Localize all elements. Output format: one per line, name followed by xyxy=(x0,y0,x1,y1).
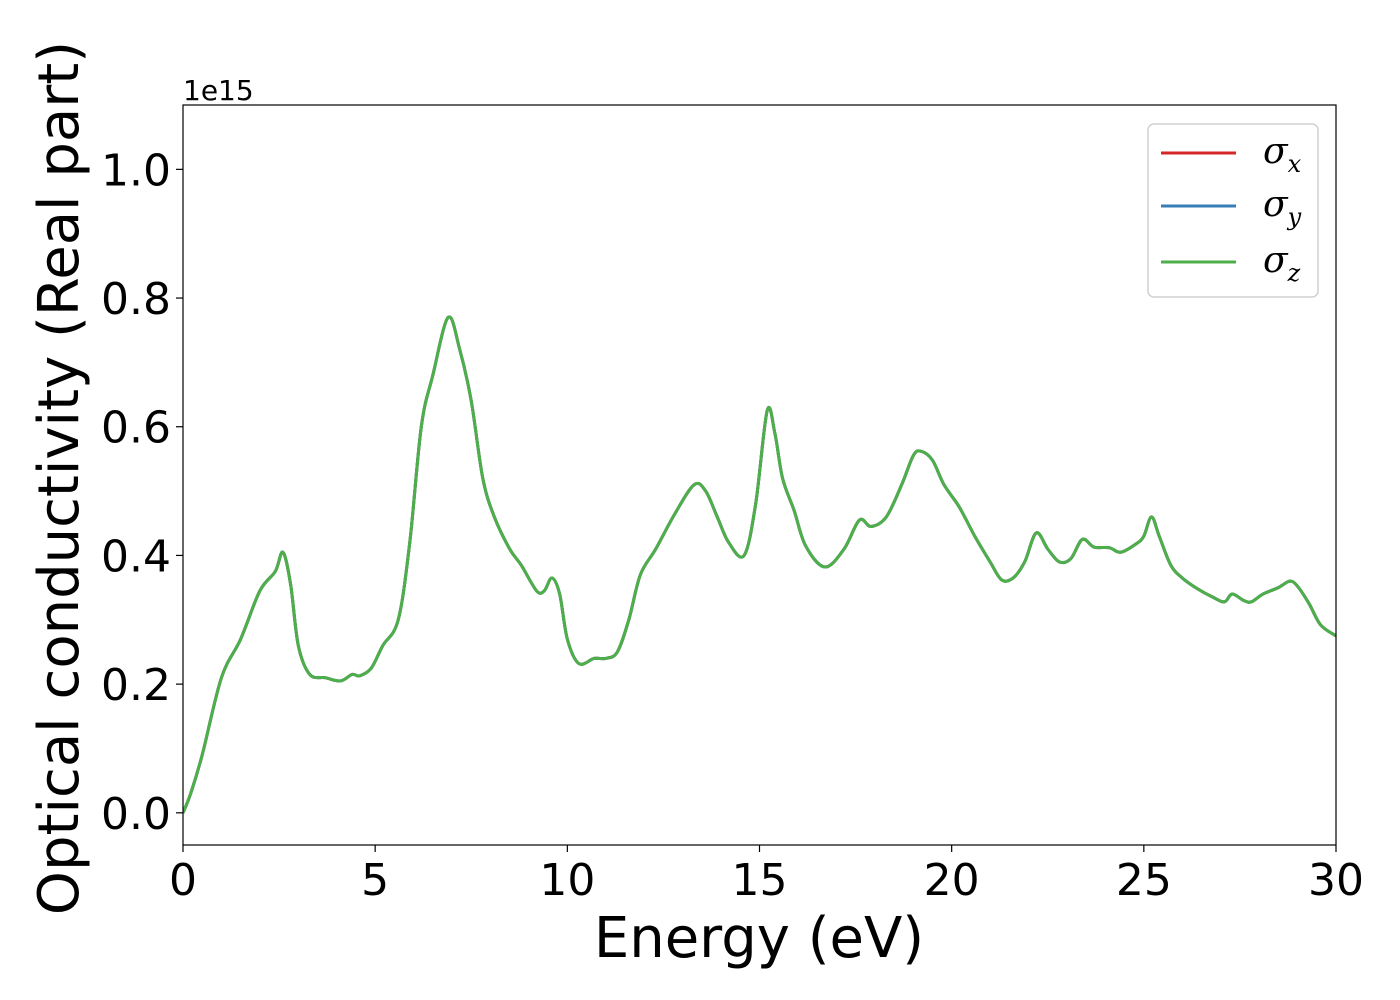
y-tick-label: 0.4 xyxy=(101,531,171,582)
x-tick-label: 25 xyxy=(1116,855,1172,906)
y-axis-title: Optical conductivity (Real part) xyxy=(27,41,92,915)
y-tick-label: 0.2 xyxy=(101,660,171,711)
legend: σx σy σz xyxy=(1147,123,1319,298)
legend-label-x: σx xyxy=(1263,131,1302,178)
x-axis-title: Energy (eV) xyxy=(594,906,924,971)
legend-label-z: σz xyxy=(1263,240,1301,287)
series-line-z xyxy=(183,315,1336,814)
x-axis-ticks: 0 5 10 15 20 25 30 xyxy=(169,845,1364,906)
x-tick-label: 30 xyxy=(1308,855,1364,906)
x-tick-label: 0 xyxy=(169,855,197,906)
y-offset-label: 1e15 xyxy=(183,74,254,107)
series-layer xyxy=(183,315,1336,814)
y-tick-label: 0.6 xyxy=(101,403,171,454)
x-tick-label: 5 xyxy=(361,855,389,906)
y-tick-label: 0.8 xyxy=(101,274,171,325)
legend-frame xyxy=(1147,123,1319,298)
x-tick-label: 20 xyxy=(924,855,980,906)
y-tick-label: 1.0 xyxy=(101,145,171,196)
legend-label-y: σy xyxy=(1263,184,1302,231)
x-tick-label: 15 xyxy=(732,855,788,906)
x-tick-label: 10 xyxy=(539,855,595,906)
y-axis-ticks: 0.0 0.2 0.4 0.6 0.8 1.0 xyxy=(101,145,183,840)
y-tick-label: 0.0 xyxy=(101,789,171,840)
